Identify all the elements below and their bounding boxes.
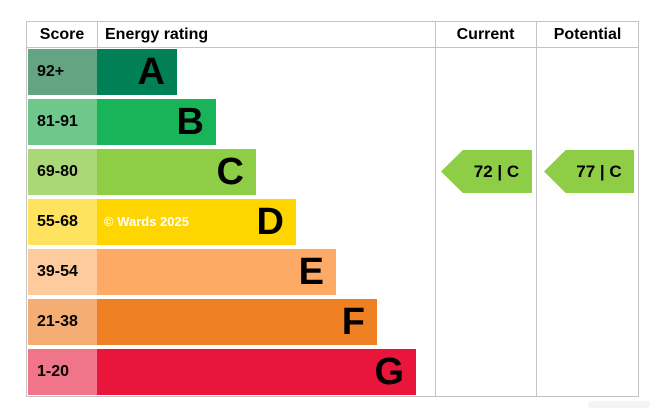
band-row-g: 1-20 G [28,347,639,397]
faint-corner-watermark [588,401,650,408]
band-letter: D [256,201,284,243]
epc-table: Score Energy rating Current Potential 92… [26,21,639,397]
band-bar-d: D [97,199,296,245]
score-column-header: Score [39,26,85,43]
band-letter: A [137,51,165,93]
band-bar-g: G [97,349,416,395]
potential-column-header: Potential [553,26,622,43]
band-letter: G [374,351,404,393]
potential-column-divider [536,22,537,396]
score-cell-f: 21-38 [28,299,97,345]
band-letter: F [341,301,365,343]
band-row-e: 39-54 E [28,247,639,297]
band-row-b: 81-91 B [28,97,639,147]
band-row-d: 55-68 D [28,197,639,247]
header-bottom-border [27,47,638,48]
score-cell-b: 81-91 [28,99,97,145]
score-cell-e: 39-54 [28,249,97,295]
current-rating-arrow-icon: 72 | C [441,150,532,193]
band-bar-b: B [97,99,216,145]
band-bar-a: A [97,49,177,95]
band-bar-f: F [97,299,377,345]
score-cell-c: 69-80 [28,149,97,195]
band-letter: E [298,251,324,293]
band-letter: C [216,151,244,193]
energy-rating-column-header: Energy rating [105,26,209,43]
score-cell-d: 55-68 [28,199,97,245]
band-row-a: 92+ A [28,47,639,97]
score-cell-a: 92+ [28,49,97,95]
band-letter: B [176,101,204,143]
band-row-f: 21-38 F [28,297,639,347]
current-column-divider [435,22,436,396]
band-bar-e: E [97,249,336,295]
header-score-divider [97,22,98,47]
current-column-header: Current [456,26,515,43]
band-row-c: 69-80 C [28,147,639,197]
score-cell-g: 1-20 [28,349,97,395]
band-bar-c: C [97,149,256,195]
potential-rating-arrow-icon: 77 | C [544,150,634,193]
wards-watermark: © Wards 2025 [104,214,189,229]
